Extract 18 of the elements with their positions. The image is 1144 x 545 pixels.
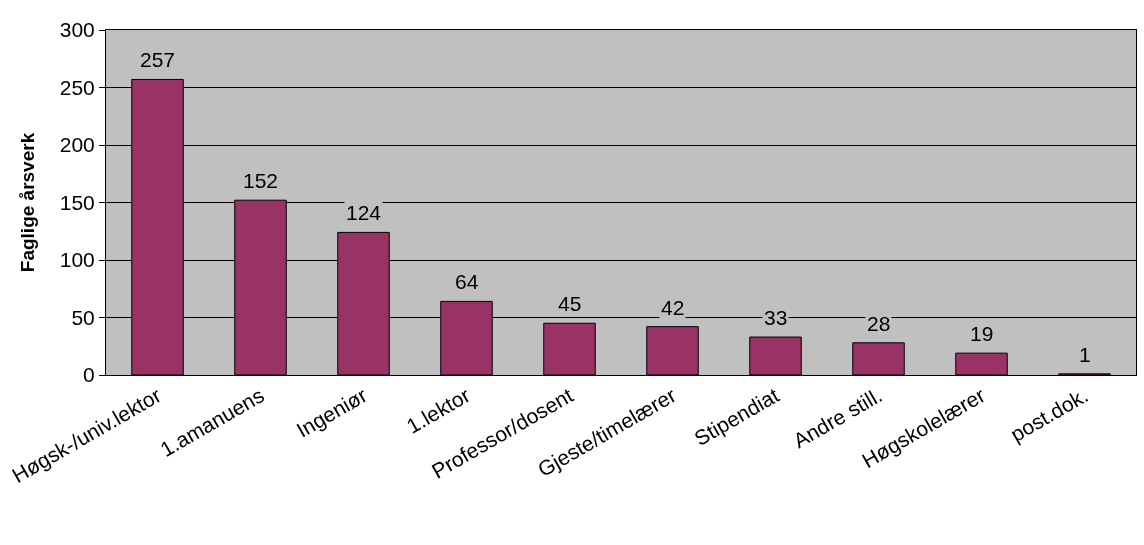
data-label: 33 — [764, 306, 788, 329]
y-tick-label: 200 — [59, 133, 95, 157]
data-label: 42 — [661, 296, 685, 319]
data-label: 257 — [140, 48, 176, 71]
y-tick-label: 0 — [83, 363, 95, 387]
y-tick-label: 250 — [59, 75, 95, 99]
data-label: 152 — [243, 169, 279, 192]
y-tick-label: 50 — [71, 305, 95, 329]
y-tick-label: 100 — [59, 248, 95, 272]
data-label: 19 — [970, 322, 994, 345]
data-label: 28 — [867, 312, 891, 335]
y-axis-title: Faglige årsverk — [16, 132, 38, 273]
data-label: 124 — [346, 201, 382, 224]
y-tick-label: 150 — [59, 190, 95, 214]
data-label: 1 — [1079, 343, 1091, 366]
y-tick-label: 300 — [59, 18, 95, 42]
data-label: 45 — [558, 292, 582, 315]
data-label: 64 — [455, 270, 479, 293]
